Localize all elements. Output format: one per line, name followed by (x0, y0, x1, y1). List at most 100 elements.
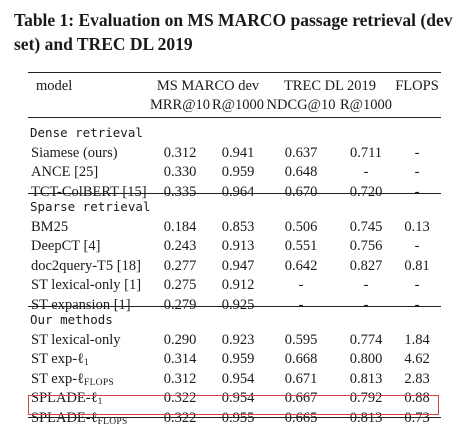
value-cell-r1000-trec: 0.745 (349, 218, 383, 235)
value-cell-r1000-trec: 0.827 (349, 257, 383, 274)
value-cell-mrr10: 0.243 (163, 238, 197, 254)
value-cell-flops: 0.88 (404, 390, 430, 406)
model-name-subscript: 1 (84, 358, 90, 368)
model-name-cell: ST exp-ℓ1 (31, 348, 89, 370)
value-cell-mrr10: 0.290 (163, 331, 197, 348)
value-cell-mrr10: 0.330 (163, 164, 197, 180)
model-name-cell: Siamese (ours) (31, 142, 118, 164)
value-cell-r1000-dev: 0.941 (221, 144, 255, 161)
model-name: BM25 (31, 218, 69, 235)
model-name-cell: BM25 (31, 216, 68, 238)
metric-header-r1000-trec: R@1000 (339, 97, 393, 113)
metric-header-mrr10: MRR@10 (149, 97, 211, 113)
table-caption: Table 1: Evaluation on MS MARCO passage … (14, 10, 453, 54)
value-cell-mrr10: 0.277 (163, 257, 197, 274)
value-cell-flops: - (414, 183, 420, 200)
value-cell-r1000-trec: - (363, 296, 369, 313)
model-name: ST expansion [1] (31, 296, 131, 313)
value-cell-r1000-dev: 0.923 (221, 331, 255, 348)
model-name-cell: TCT-ColBERT [15] (31, 181, 147, 203)
section-title: Dense retrieval (30, 125, 143, 140)
value-cell-flops: 0.13 (404, 218, 430, 235)
value-cell-r1000-dev: 0.912 (221, 277, 255, 293)
model-name: TCT-ColBERT [15] (31, 183, 147, 200)
value-cell-flops: 0.81 (404, 257, 430, 274)
model-name-cell: ST lexical-only (31, 329, 121, 351)
value-cell-r1000-trec: 0.800 (349, 351, 383, 367)
value-cell-flops: - (414, 164, 420, 180)
model-header: model (36, 78, 73, 94)
value-cell-ndcg10: 0.670 (284, 183, 318, 200)
value-cell-r1000-trec: - (363, 277, 369, 293)
value-cell-mrr10: 0.312 (163, 144, 197, 161)
model-name-cell: doc2query-T5 [18] (31, 255, 141, 277)
value-cell-flops: - (414, 296, 420, 313)
section-rule (28, 306, 441, 307)
value-cell-r1000-dev: 0.853 (221, 218, 255, 235)
value-cell-r1000-trec: 0.792 (349, 390, 383, 406)
value-cell-mrr10: 0.275 (163, 277, 197, 293)
group-header-flops: FLOPS (395, 78, 439, 94)
group-header-trec: TREC DL 2019 (283, 78, 377, 94)
model-name-subscript: FLOPS (97, 416, 128, 427)
value-cell-r1000-dev: 0.959 (221, 351, 255, 367)
value-cell-mrr10: 0.184 (163, 218, 197, 235)
value-cell-r1000-dev: 0.925 (221, 296, 255, 313)
value-cell-ndcg10: - (298, 277, 304, 293)
model-name: ST exp-ℓ (31, 370, 84, 387)
value-cell-r1000-trec: 0.756 (349, 238, 383, 254)
model-name-subscript: FLOPS (84, 377, 115, 388)
value-cell-flops: 1.84 (404, 331, 430, 348)
value-cell-mrr10: 0.322 (163, 390, 197, 406)
model-name: ST lexical-only [1] (31, 277, 142, 293)
value-cell-flops: 4.62 (404, 351, 430, 367)
value-cell-r1000-trec: 0.813 (349, 370, 383, 387)
model-name: Siamese (ours) (31, 144, 118, 161)
bottom-rule (28, 417, 441, 418)
value-cell-flops: - (414, 144, 420, 161)
model-name-cell: DeepCT [4] (31, 235, 100, 257)
model-name-cell: ST exp-ℓFLOPS (31, 368, 114, 390)
highlight-box (28, 395, 439, 415)
value-cell-flops: - (414, 238, 420, 254)
value-cell-ndcg10: 0.551 (284, 238, 318, 254)
value-cell-r1000-dev: 0.954 (221, 370, 255, 387)
value-cell-r1000-dev: 0.913 (221, 238, 255, 254)
value-cell-mrr10: 0.279 (163, 296, 197, 313)
model-name: SPLADE-ℓ (31, 390, 98, 406)
model-name: ANCE [25] (31, 164, 99, 180)
value-cell-r1000-dev: 0.959 (221, 164, 255, 180)
model-name-cell: SPLADE-ℓ1 (31, 387, 103, 409)
value-cell-ndcg10: 0.667 (284, 390, 318, 406)
section-rule (28, 193, 441, 194)
header-rule (28, 117, 441, 118)
value-cell-r1000-trec: - (363, 164, 369, 180)
value-cell-r1000-trec: 0.720 (349, 183, 383, 200)
value-cell-flops: 2.83 (404, 370, 430, 387)
value-cell-r1000-dev: 0.964 (221, 183, 255, 200)
metric-header-r1000-dev: R@1000 (211, 97, 265, 113)
model-name: doc2query-T5 [18] (31, 257, 141, 274)
value-cell-ndcg10: 0.648 (284, 164, 318, 180)
value-cell-ndcg10: 0.642 (284, 257, 318, 274)
model-name: DeepCT [4] (31, 238, 101, 254)
value-cell-r1000-dev: 0.954 (221, 390, 255, 406)
value-cell-r1000-trec: 0.774 (349, 331, 383, 348)
model-name: ST exp-ℓ (31, 351, 84, 367)
value-cell-ndcg10: 0.506 (284, 218, 318, 235)
value-cell-ndcg10: 0.668 (284, 351, 318, 367)
top-rule (28, 72, 441, 73)
value-cell-r1000-trec: 0.711 (349, 144, 383, 161)
value-cell-r1000-dev: 0.947 (221, 257, 255, 274)
model-name-cell: ANCE [25] (31, 161, 98, 183)
model-name-cell: ST expansion [1] (31, 294, 131, 316)
value-cell-mrr10: 0.314 (163, 351, 197, 367)
metric-header-ndcg10: NDCG@10 (266, 97, 336, 113)
model-name-cell: ST lexical-only [1] (31, 274, 141, 296)
value-cell-ndcg10: - (298, 296, 304, 313)
section-title: Our methods (30, 312, 113, 327)
model-name-subscript: 1 (97, 397, 103, 407)
value-cell-ndcg10: 0.595 (284, 331, 318, 348)
value-cell-ndcg10: 0.671 (284, 370, 318, 387)
